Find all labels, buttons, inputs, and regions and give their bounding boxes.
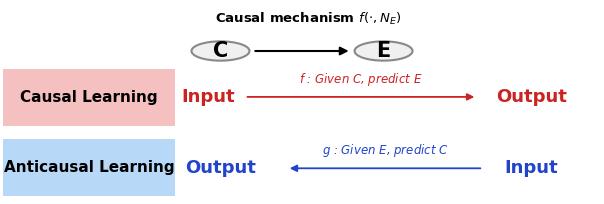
- Text: Causal mechanism $f(\cdot, N_E)$: Causal mechanism $f(\cdot, N_E)$: [215, 10, 401, 27]
- Ellipse shape: [355, 41, 413, 61]
- Text: Output: Output: [185, 159, 256, 177]
- Text: $f$ : Given C, predict E: $f$ : Given C, predict E: [299, 71, 423, 88]
- Text: $g$ : Given E, predict C: $g$ : Given E, predict C: [322, 142, 448, 159]
- Text: Input: Input: [182, 88, 235, 106]
- Text: Output: Output: [496, 88, 567, 106]
- Ellipse shape: [191, 41, 249, 61]
- FancyBboxPatch shape: [3, 69, 175, 126]
- Text: Causal Learning: Causal Learning: [21, 90, 158, 105]
- Text: C: C: [213, 41, 228, 61]
- Text: E: E: [376, 41, 391, 61]
- Text: Anticausal Learning: Anticausal Learning: [4, 160, 175, 175]
- Text: Input: Input: [505, 159, 558, 177]
- FancyBboxPatch shape: [3, 139, 175, 196]
